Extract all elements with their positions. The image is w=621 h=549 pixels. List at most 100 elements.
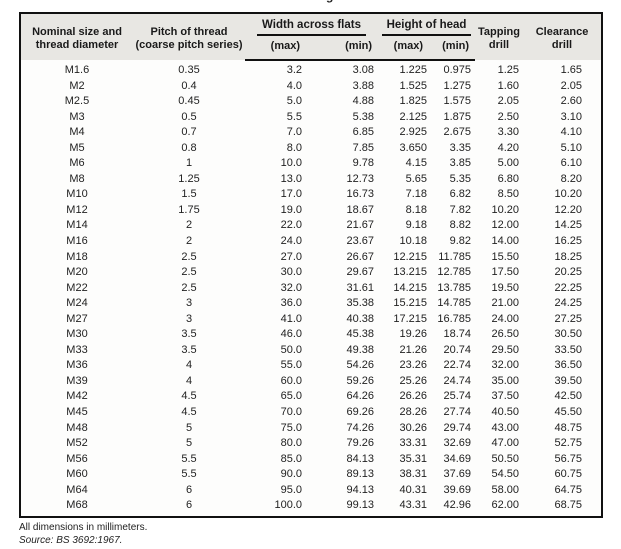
cell: 1.525 (399, 79, 428, 92)
cell: 40.38 (346, 312, 375, 325)
cell: 40.50 (491, 406, 520, 419)
cell: 3.85 (449, 157, 472, 170)
cell: M22 (66, 281, 88, 294)
cell: 46.0 (280, 328, 302, 341)
cell: 58.00 (491, 483, 520, 496)
cell: 10.0 (280, 157, 302, 170)
cell: M60 (66, 468, 88, 481)
cell: 36.50 (554, 359, 583, 372)
cell: 2.125 (399, 110, 428, 123)
cell: M16 (66, 235, 88, 248)
table-row: M4 0.7 7.0 6.85 2.925 2.675 3.30 4.10 (21, 125, 601, 141)
header-width-min: (min) (306, 38, 379, 61)
cell: 3.35 (449, 141, 472, 154)
cell: 2.05 (497, 95, 520, 108)
cell: 3.5 (181, 343, 197, 356)
cell: M64 (66, 483, 88, 496)
cell: 3.5 (181, 328, 197, 341)
table-row: M36 4 55.0 54.26 23.26 22.74 32.00 36.50 (21, 358, 601, 374)
table-row: M27 3 41.0 40.38 17.215 16.785 24.00 27.25 (21, 312, 601, 328)
cell: 1 (185, 157, 193, 170)
table-row: M16 2 24.0 23.67 10.18 9.82 14.00 16.25 (21, 234, 601, 250)
cell: 7.85 (352, 141, 375, 154)
cell: 21.67 (346, 219, 375, 232)
cell: 29.67 (346, 266, 375, 279)
cell: 12.00 (491, 219, 520, 232)
cell: 64.75 (554, 483, 583, 496)
cell: 10.20 (491, 203, 520, 216)
cell: 6.82 (449, 188, 472, 201)
cell: 15.215 (393, 297, 428, 310)
table-row: M8 1.25 13.0 12.73 5.65 5.35 6.80 8.20 (21, 172, 601, 188)
cell: 74.26 (346, 421, 375, 434)
cell: 26.50 (491, 328, 520, 341)
cell: 3.88 (352, 79, 375, 92)
cell: 50.0 (280, 343, 302, 356)
cell: 30.0 (280, 266, 302, 279)
cell: 47.00 (491, 437, 520, 450)
cell: 14.00 (491, 235, 520, 248)
cell: M14 (66, 219, 88, 232)
cell: 2.50 (497, 110, 520, 123)
cell: M4 (69, 126, 85, 139)
cell: 35.00 (491, 374, 520, 387)
table-row: M14 2 22.0 21.67 9.18 8.82 12.00 14.25 (21, 218, 601, 234)
cell: 35.31 (399, 452, 428, 465)
cell: 6.85 (352, 126, 375, 139)
table-row: M20 2.5 30.0 29.67 13.215 12.785 17.50 20.25 (21, 265, 601, 281)
cell: M12 (66, 203, 88, 216)
cell: 21.00 (491, 297, 520, 310)
header-height-min: (min) (431, 38, 476, 61)
cell: 84.13 (346, 452, 375, 465)
cell: 5.0 (286, 95, 302, 108)
cut-off-title-glyph: g (322, 0, 342, 4)
cell: 4.5 (181, 390, 197, 403)
cell: 2.925 (399, 126, 428, 139)
cell: 62.00 (491, 499, 520, 512)
header-width-across-flats: Width across flats (245, 14, 379, 38)
table-row: M64 6 95.0 94.13 40.31 39.69 58.00 64.75 (21, 483, 601, 499)
cell: 56.75 (554, 452, 583, 465)
cell: M10 (66, 188, 88, 201)
cell: 6 (185, 499, 193, 512)
cell: 65.0 (280, 390, 302, 403)
cell: 23.67 (346, 235, 375, 248)
cell: 17.0 (280, 188, 302, 201)
header-pitch: Pitch of thread (coarse pitch series) (133, 14, 245, 60)
header-clearance-drill: Clearance drill (523, 14, 602, 60)
cell: M3 (69, 110, 85, 123)
cell: 26.67 (346, 250, 375, 263)
cell: 4.20 (497, 141, 520, 154)
cell: 3.10 (560, 110, 583, 123)
cell: 5.65 (405, 172, 428, 185)
cell: M2.5 (64, 95, 90, 108)
cell: 5.35 (449, 172, 472, 185)
cell: M24 (66, 297, 88, 310)
cell: 95.0 (280, 483, 302, 496)
cell: 2 (185, 219, 193, 232)
cell: 2 (185, 235, 193, 248)
cell: 12.215 (393, 250, 428, 263)
cell: 8.20 (560, 172, 583, 185)
cell: 0.8 (181, 141, 197, 154)
table-row: M18 2.5 27.0 26.67 12.215 11.785 15.50 18.25 (21, 250, 601, 266)
cell: 3.2 (286, 64, 302, 76)
cell: 1.5 (181, 188, 197, 201)
cell: 85.0 (280, 452, 302, 465)
cell: 18.25 (554, 250, 583, 263)
cell: 4.15 (405, 157, 428, 170)
cell: 1.225 (399, 64, 428, 76)
cell: M33 (66, 343, 88, 356)
cell: 0.4 (181, 79, 197, 92)
cell: M68 (66, 499, 88, 512)
cell: 4.88 (352, 95, 375, 108)
cell: 75.0 (280, 421, 302, 434)
cell: 22.74 (443, 359, 472, 372)
cell: 1.825 (399, 95, 428, 108)
cell: 2.675 (443, 126, 472, 139)
table-row: M45 4.5 70.0 69.26 28.26 27.74 40.50 45.50 (21, 405, 601, 421)
header-height-max: (max) (378, 38, 432, 61)
cell: 25.74 (443, 390, 472, 403)
cell: 21.26 (399, 343, 428, 356)
cell: 40.31 (399, 483, 428, 496)
